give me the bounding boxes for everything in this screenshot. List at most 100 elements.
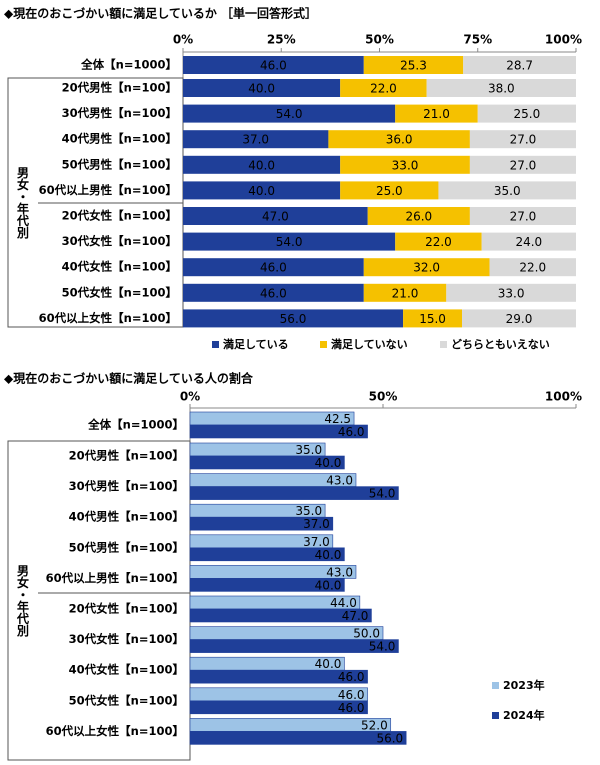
value-label: 43.0: [326, 565, 353, 579]
value-label: 46.0: [260, 261, 287, 275]
bar-segment: [183, 309, 404, 328]
legend-label: 2023年: [503, 678, 545, 692]
legend-label: 満足している: [223, 337, 289, 351]
bar-segment: [477, 104, 576, 123]
bar: [189, 669, 368, 684]
value-label: 25.0: [376, 184, 403, 198]
value-label: 24.0: [515, 235, 542, 249]
value-label: 47.0: [262, 210, 289, 224]
category-label: 50代男性【n=100】: [69, 540, 184, 554]
bar-segment: [403, 309, 463, 328]
value-label: 25.0: [514, 107, 541, 121]
bar-segment: [481, 232, 576, 251]
value-label: 22.0: [519, 261, 546, 275]
category-label: 30代女性【n=100】: [62, 234, 177, 248]
bar: [189, 455, 345, 470]
bar-segment: [469, 130, 576, 149]
value-label: 40.0: [315, 657, 342, 671]
value-label: 21.0: [423, 107, 450, 121]
category-label: 40代女性【n=100】: [69, 663, 184, 677]
bar-segment: [469, 155, 576, 174]
bar-segment: [183, 155, 341, 174]
bar-segment: [328, 130, 470, 149]
bar-segment: [183, 79, 341, 97]
bar-segment: [183, 130, 329, 149]
x-tick-label: 50%: [365, 33, 394, 47]
value-label: 15.0: [419, 312, 446, 326]
bar-segment: [183, 181, 341, 200]
value-label: 54.0: [276, 107, 303, 121]
value-label: 37.0: [303, 517, 330, 531]
value-label: 37.0: [303, 535, 330, 549]
category-label: 50代男性【n=100】: [62, 157, 177, 171]
bar-segment: [340, 155, 470, 174]
value-label: 46.0: [260, 286, 287, 300]
category-label: 全体【n=1000】: [87, 418, 184, 432]
category-label: 20代男性【n=100】: [69, 449, 184, 463]
value-label: 21.0: [392, 286, 419, 300]
value-label: 42.5: [324, 412, 351, 426]
value-label: 27.0: [510, 210, 537, 224]
value-label: 46.0: [338, 425, 365, 439]
value-label: 27.0: [510, 158, 537, 172]
x-tick-label: 100%: [545, 390, 582, 404]
value-label: 54.0: [369, 487, 396, 501]
category-label: 全体【n=1000】: [80, 58, 177, 72]
value-label: 52.0: [361, 718, 388, 732]
value-label: 32.0: [413, 261, 440, 275]
category-label: 60代以上男性【n=100】: [46, 571, 184, 585]
category-label: 50代女性【n=100】: [69, 693, 184, 707]
bar-segment: [340, 79, 427, 97]
category-label: 40代男性【n=100】: [69, 510, 184, 524]
category-label: 20代女性【n=100】: [69, 602, 184, 616]
category-label: 20代女性【n=100】: [62, 209, 177, 223]
value-label: 44.0: [330, 596, 357, 610]
chart-title: ◆現在のおこづかい額に満足しているか ［単一回答形式］: [4, 6, 317, 21]
value-label: 46.0: [338, 701, 365, 715]
value-label: 36.0: [386, 133, 413, 147]
bar-segment: [469, 207, 576, 225]
value-label: 54.0: [276, 235, 303, 249]
legend-swatch: [492, 682, 499, 689]
category-label: 40代男性【n=100】: [62, 132, 177, 146]
bar-segment: [489, 258, 576, 277]
x-tick-label: 50%: [369, 390, 398, 404]
value-label: 40.0: [315, 456, 342, 470]
value-label: 35.0: [295, 443, 322, 457]
value-label: 29.0: [506, 312, 533, 326]
x-tick-label: 0%: [173, 33, 193, 47]
category-label: 40代女性【n=100】: [62, 260, 177, 274]
bar: [189, 578, 345, 592]
value-label: 22.0: [425, 235, 452, 249]
value-label: 46.0: [338, 688, 365, 702]
legend-swatch: [320, 341, 327, 348]
value-label: 46.0: [338, 670, 365, 684]
legend-label: 満足していない: [331, 337, 408, 351]
value-label: 40.0: [315, 578, 342, 592]
bar-segment: [363, 283, 447, 302]
value-label: 28.7: [506, 59, 533, 73]
bar-segment: [183, 258, 364, 277]
value-label: 33.0: [392, 158, 419, 172]
group-label: 男女・年代別: [16, 166, 30, 239]
category-label: 60代以上女性【n=100】: [46, 724, 184, 738]
value-label: 46.0: [260, 59, 287, 73]
category-label: 30代男性【n=100】: [62, 106, 177, 120]
legend-label: どちらともいえない: [451, 338, 550, 351]
bar-segment: [183, 283, 364, 302]
bar-segment: [340, 181, 439, 200]
value-label: 56.0: [280, 312, 307, 326]
group-label: 男女・年代別: [16, 564, 30, 637]
category-label: 60代以上女性【n=100】: [39, 311, 177, 325]
legend-swatch: [212, 341, 219, 348]
value-label: 47.0: [342, 609, 369, 623]
bar-segment: [395, 104, 478, 123]
legend-swatch: [492, 712, 499, 719]
bar: [189, 731, 407, 745]
value-label: 40.0: [248, 184, 275, 198]
value-label: 26.0: [405, 210, 432, 224]
bar-segment: [395, 232, 482, 251]
value-label: 54.0: [369, 640, 396, 654]
x-tick-label: 0%: [180, 390, 200, 404]
category-label: 20代男性【n=100】: [62, 81, 177, 95]
